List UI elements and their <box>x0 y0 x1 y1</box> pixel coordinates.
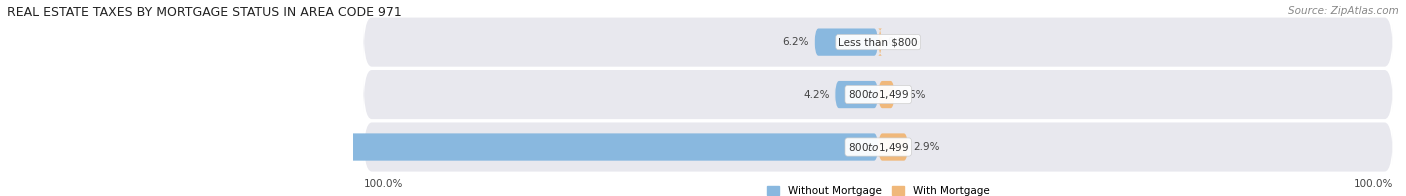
Text: 2.9%: 2.9% <box>914 142 939 152</box>
FancyBboxPatch shape <box>879 133 908 161</box>
FancyBboxPatch shape <box>877 28 883 56</box>
FancyBboxPatch shape <box>814 28 879 56</box>
Text: 100.0%: 100.0% <box>1354 179 1393 189</box>
Text: 1.6%: 1.6% <box>900 90 927 100</box>
Text: $800 to $1,499: $800 to $1,499 <box>848 141 908 153</box>
Text: REAL ESTATE TAXES BY MORTGAGE STATUS IN AREA CODE 971: REAL ESTATE TAXES BY MORTGAGE STATUS IN … <box>7 6 402 19</box>
Text: 100.0%: 100.0% <box>364 179 404 189</box>
FancyBboxPatch shape <box>879 81 894 108</box>
FancyBboxPatch shape <box>364 122 1393 172</box>
Text: Source: ZipAtlas.com: Source: ZipAtlas.com <box>1288 6 1399 16</box>
Text: 6.2%: 6.2% <box>783 37 810 47</box>
FancyBboxPatch shape <box>10 133 879 161</box>
FancyBboxPatch shape <box>364 18 1393 67</box>
FancyBboxPatch shape <box>364 70 1393 119</box>
FancyBboxPatch shape <box>835 81 879 108</box>
Text: 84.3%: 84.3% <box>15 142 52 152</box>
Legend: Without Mortgage, With Mortgage: Without Mortgage, With Mortgage <box>766 186 990 196</box>
Text: Less than $800: Less than $800 <box>838 37 918 47</box>
Text: 0.37%: 0.37% <box>887 37 920 47</box>
Text: 4.2%: 4.2% <box>803 90 830 100</box>
Text: $800 to $1,499: $800 to $1,499 <box>848 88 908 101</box>
